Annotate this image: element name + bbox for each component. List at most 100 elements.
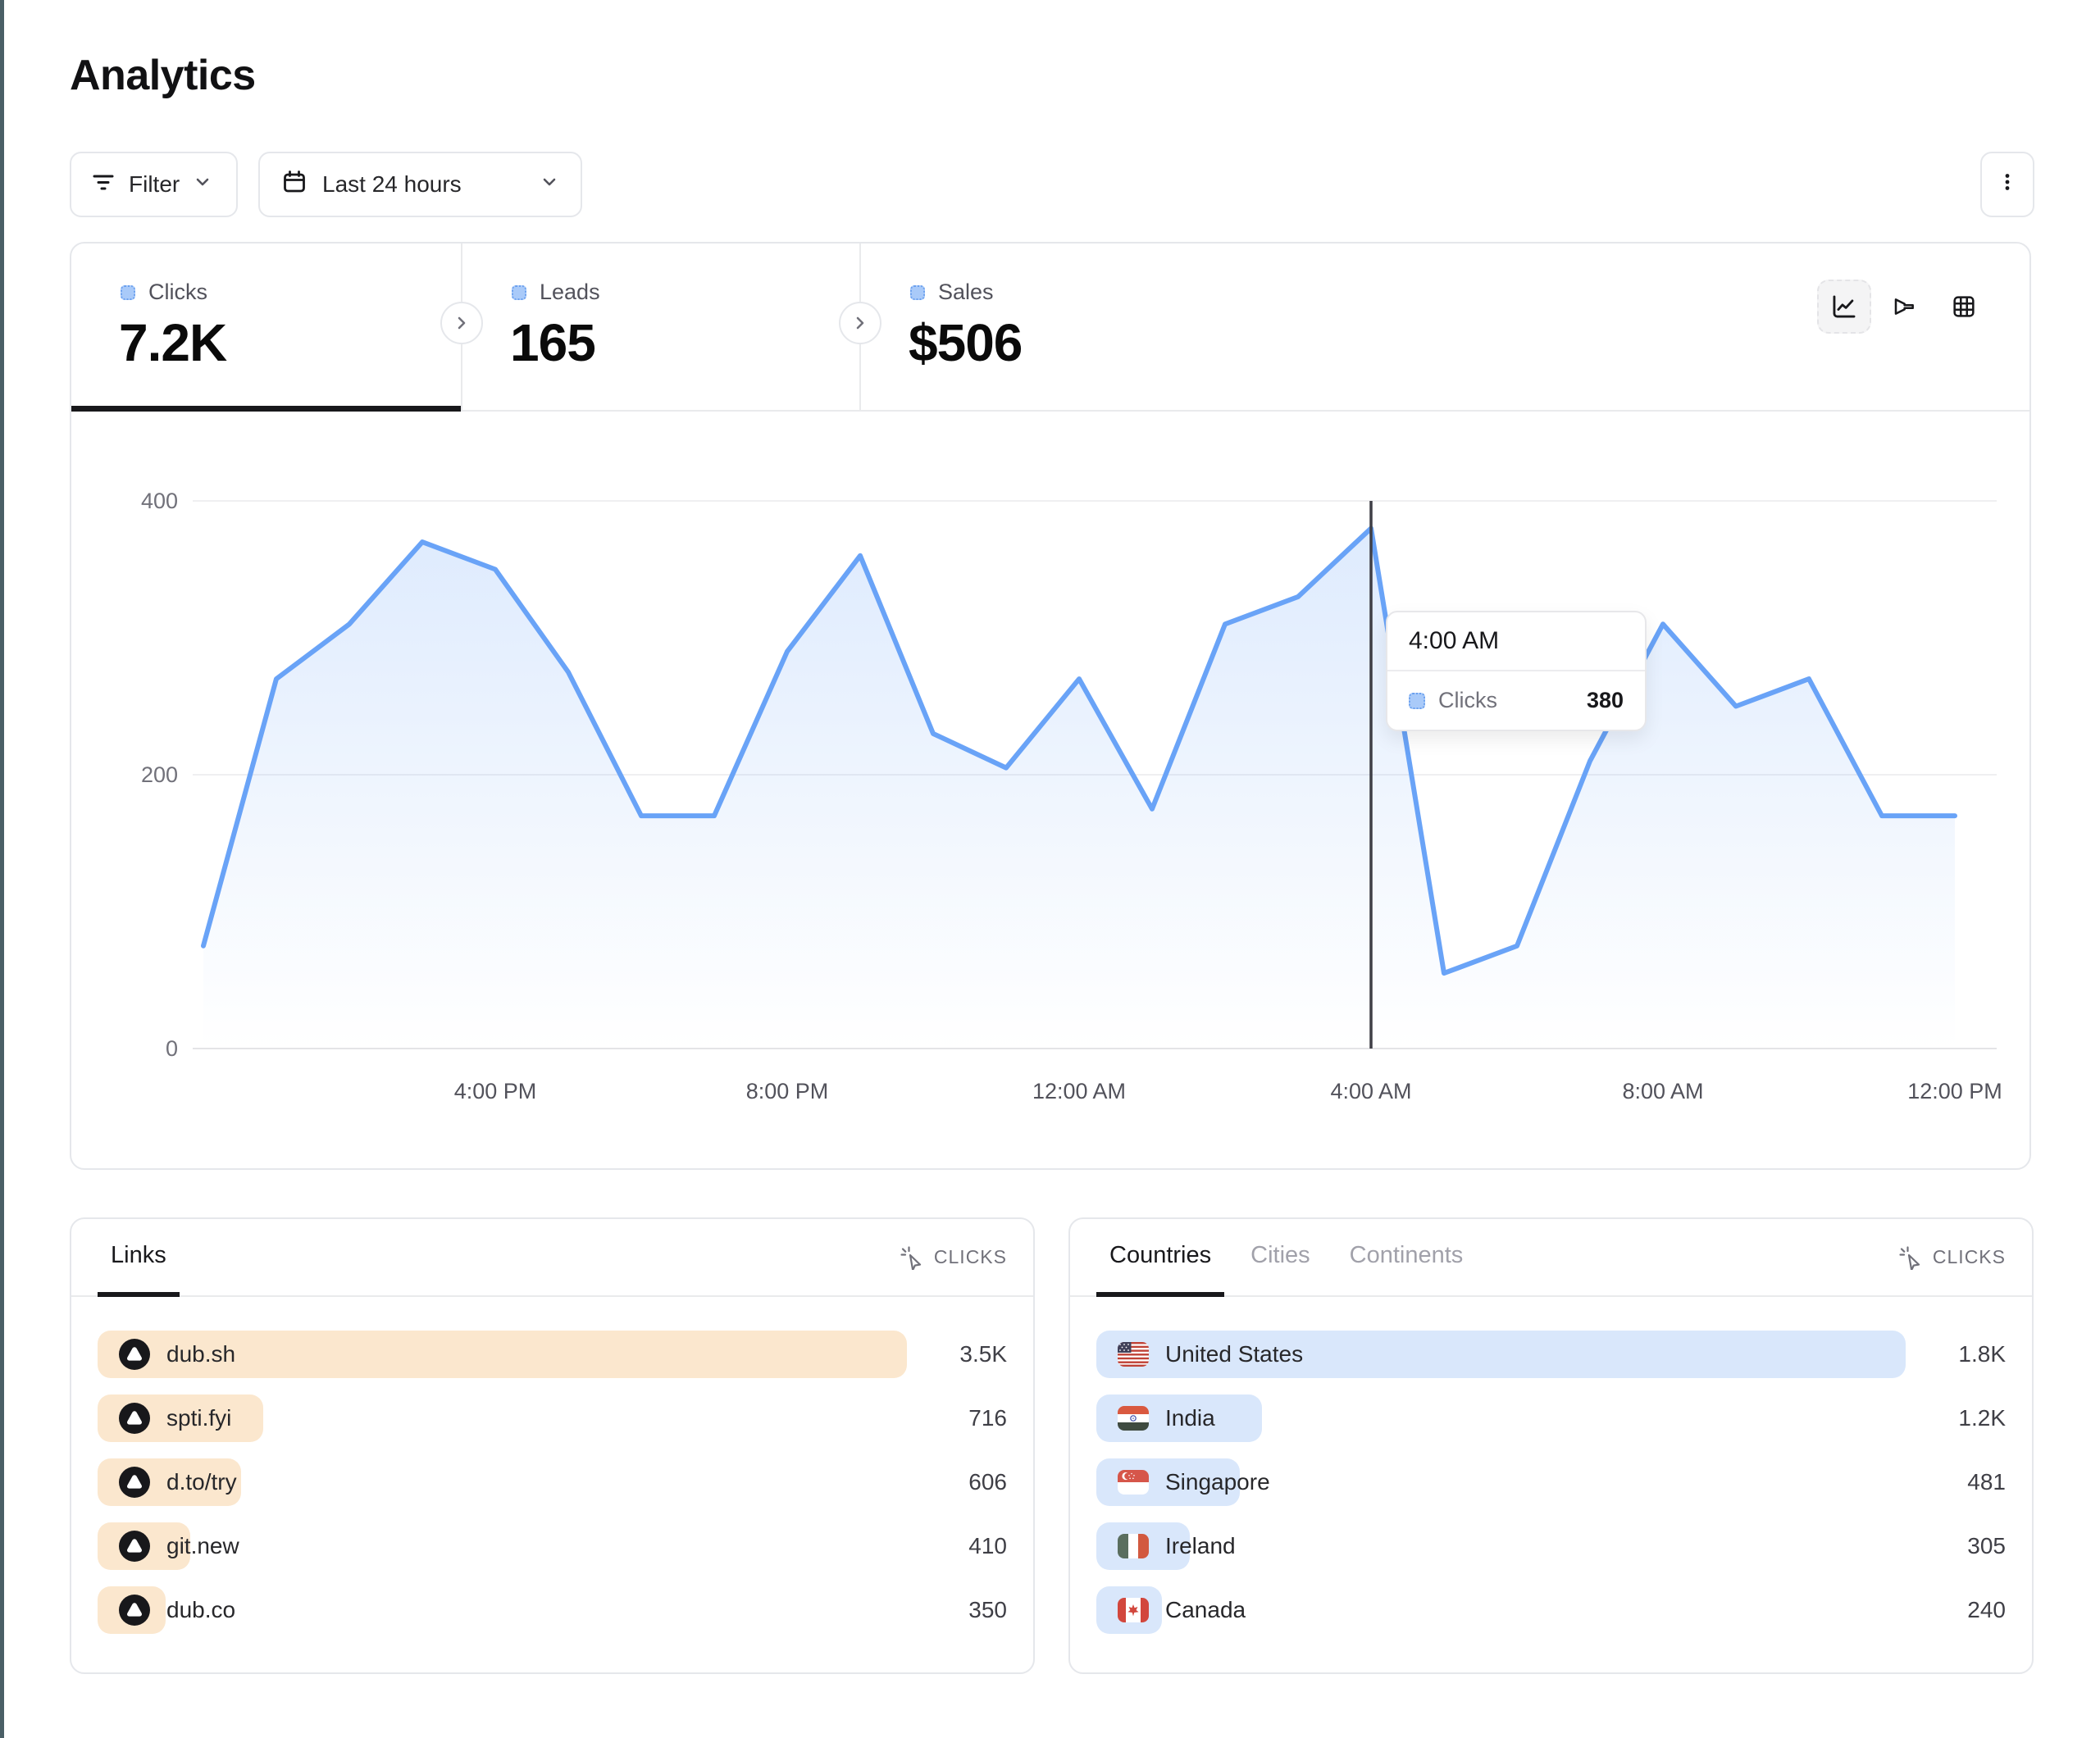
row-label: dub.sh	[166, 1341, 236, 1367]
clicks-legend-square	[121, 284, 135, 300]
stats-row: Clicks 7.2K Leads 165 Sales $506	[71, 243, 2029, 412]
row-value: 1.2K	[1958, 1405, 2006, 1431]
calendar-icon	[281, 169, 307, 201]
links-metric-label[interactable]: CLICKS	[900, 1219, 1007, 1295]
tab-cities[interactable]: Cities	[1250, 1242, 1310, 1268]
funnel-icon	[1894, 298, 1914, 315]
sales-legend-square	[910, 284, 925, 300]
row-label: Singapore	[1165, 1469, 1270, 1495]
table-view-button[interactable]	[1937, 280, 1991, 334]
link-row[interactable]: d.to/try 606	[98, 1458, 1007, 1506]
stat-tab-sales[interactable]: Sales $506	[861, 243, 1353, 412]
date-range-button[interactable]: Last 24 hours	[258, 152, 582, 217]
tooltip-value: 380	[1586, 688, 1624, 712]
links-panel-header: Links CLICKS	[71, 1219, 1033, 1297]
stat-tab-leads[interactable]: Leads 165	[462, 243, 859, 412]
stat-value: 165	[510, 313, 596, 372]
row-label: Canada	[1165, 1597, 1246, 1622]
stat-label: Leads	[540, 280, 600, 304]
country-row[interactable]: India 1.2K	[1096, 1394, 2006, 1442]
dub-logo-icon	[119, 1339, 150, 1370]
countries-panel: Countries Cities Continents CLICKS Unite…	[1068, 1217, 2034, 1674]
tooltip-legend-square	[1409, 692, 1425, 709]
tab-countries[interactable]: Countries	[1096, 1219, 1225, 1297]
flag-sg-icon	[1118, 1470, 1149, 1495]
y-axis-tick-label: 400	[141, 489, 178, 513]
country-row[interactable]: United States 1.8K	[1096, 1331, 2006, 1378]
y-axis-tick-label: 200	[141, 762, 178, 787]
country-row[interactable]: Canada 240	[1096, 1586, 2006, 1634]
more-options-button[interactable]	[1980, 152, 2034, 217]
line-chart-view-button[interactable]	[1817, 280, 1871, 334]
link-row[interactable]: git.new 410	[98, 1522, 1007, 1570]
flag-ca-icon	[1118, 1598, 1149, 1622]
dub-logo-icon	[119, 1467, 150, 1498]
row-bar	[98, 1331, 907, 1378]
row-value: 3.5K	[959, 1341, 1007, 1367]
tab-continents[interactable]: Continents	[1349, 1242, 1464, 1268]
x-axis-tick-label: 8:00 AM	[1622, 1079, 1703, 1103]
tooltip-time: 4:00 AM	[1387, 612, 1645, 671]
dub-logo-icon	[119, 1595, 150, 1626]
flag-us-icon	[1118, 1342, 1149, 1367]
row-label: United States	[1165, 1341, 1304, 1367]
area-fill	[203, 528, 1955, 1049]
countries-metric-label[interactable]: CLICKS	[1898, 1219, 2006, 1295]
funnel-view-button[interactable]	[1877, 280, 1931, 334]
row-label: Ireland	[1165, 1533, 1236, 1558]
links-panel: Links CLICKS dub.sh 3.5K spti.fyi 716 d.to/t…	[70, 1217, 1035, 1674]
filter-button-label: Filter	[129, 171, 180, 197]
stat-value: 7.2K	[119, 313, 227, 372]
chevron-down-icon	[193, 171, 212, 198]
row-value: 1.8K	[1958, 1341, 2006, 1367]
row-label: dub.co	[166, 1597, 236, 1622]
date-range-label: Last 24 hours	[322, 171, 462, 197]
row-label: India	[1165, 1405, 1215, 1431]
country-row[interactable]: Singapore 481	[1096, 1458, 2006, 1506]
chevron-right-icon	[458, 316, 466, 330]
filter-icon	[91, 170, 116, 200]
link-row[interactable]: dub.co 350	[98, 1586, 1007, 1634]
analytics-card: Clicks 7.2K Leads 165 Sales $506	[70, 242, 2031, 1170]
left-edge-strip	[0, 0, 4, 1738]
stat-label: Sales	[938, 280, 994, 304]
active-stat-underline	[71, 406, 461, 412]
stat-label: Clicks	[148, 280, 207, 304]
cursor-click-icon	[900, 1245, 922, 1270]
row-label: spti.fyi	[166, 1405, 232, 1431]
link-row[interactable]: dub.sh 3.5K	[98, 1331, 1007, 1378]
x-axis-tick-label: 8:00 PM	[746, 1079, 829, 1103]
row-value: 606	[968, 1469, 1007, 1495]
x-axis-tick-label: 12:00 PM	[1907, 1079, 2002, 1103]
clicks-area-chart[interactable]: 0 200 400 4:00 PM 8:00 PM 12:00 AM 4:00 AM 8:00…	[71, 412, 2033, 1170]
chevron-down-icon	[540, 171, 559, 198]
flag-in-icon	[1118, 1406, 1149, 1431]
row-value: 481	[1967, 1469, 2006, 1495]
leads-legend-square	[512, 284, 526, 300]
dub-logo-icon	[119, 1403, 150, 1434]
stat-tab-clicks[interactable]: Clicks 7.2K	[71, 243, 461, 412]
x-axis-tick-label: 12:00 AM	[1032, 1079, 1126, 1103]
row-label: d.to/try	[166, 1469, 237, 1495]
tab-links[interactable]: Links	[98, 1219, 180, 1297]
y-axis-tick-label: 0	[166, 1036, 178, 1061]
country-row[interactable]: Ireland 305	[1096, 1522, 2006, 1570]
row-value: 305	[1967, 1533, 2006, 1558]
countries-panel-header: Countries Cities Continents CLICKS	[1070, 1219, 2032, 1297]
tooltip-series-label: Clicks	[1438, 688, 1497, 712]
filter-button[interactable]: Filter	[70, 152, 238, 217]
link-row[interactable]: spti.fyi 716	[98, 1394, 1007, 1442]
line-chart-icon	[1833, 295, 1856, 318]
kebab-menu-icon	[1995, 170, 2020, 200]
x-axis-tick-label: 4:00 AM	[1330, 1079, 1411, 1103]
cursor-click-icon	[1899, 1245, 1920, 1270]
chevron-right-icon	[856, 316, 864, 330]
page-title: Analytics	[70, 52, 256, 99]
row-value: 716	[968, 1405, 1007, 1431]
expand-leads-button[interactable]	[440, 302, 483, 344]
row-bar	[1096, 1331, 1906, 1378]
stat-value: $506	[909, 313, 1023, 372]
row-value: 240	[1967, 1597, 2006, 1622]
row-value: 350	[968, 1597, 1007, 1622]
expand-sales-button[interactable]	[839, 302, 881, 344]
